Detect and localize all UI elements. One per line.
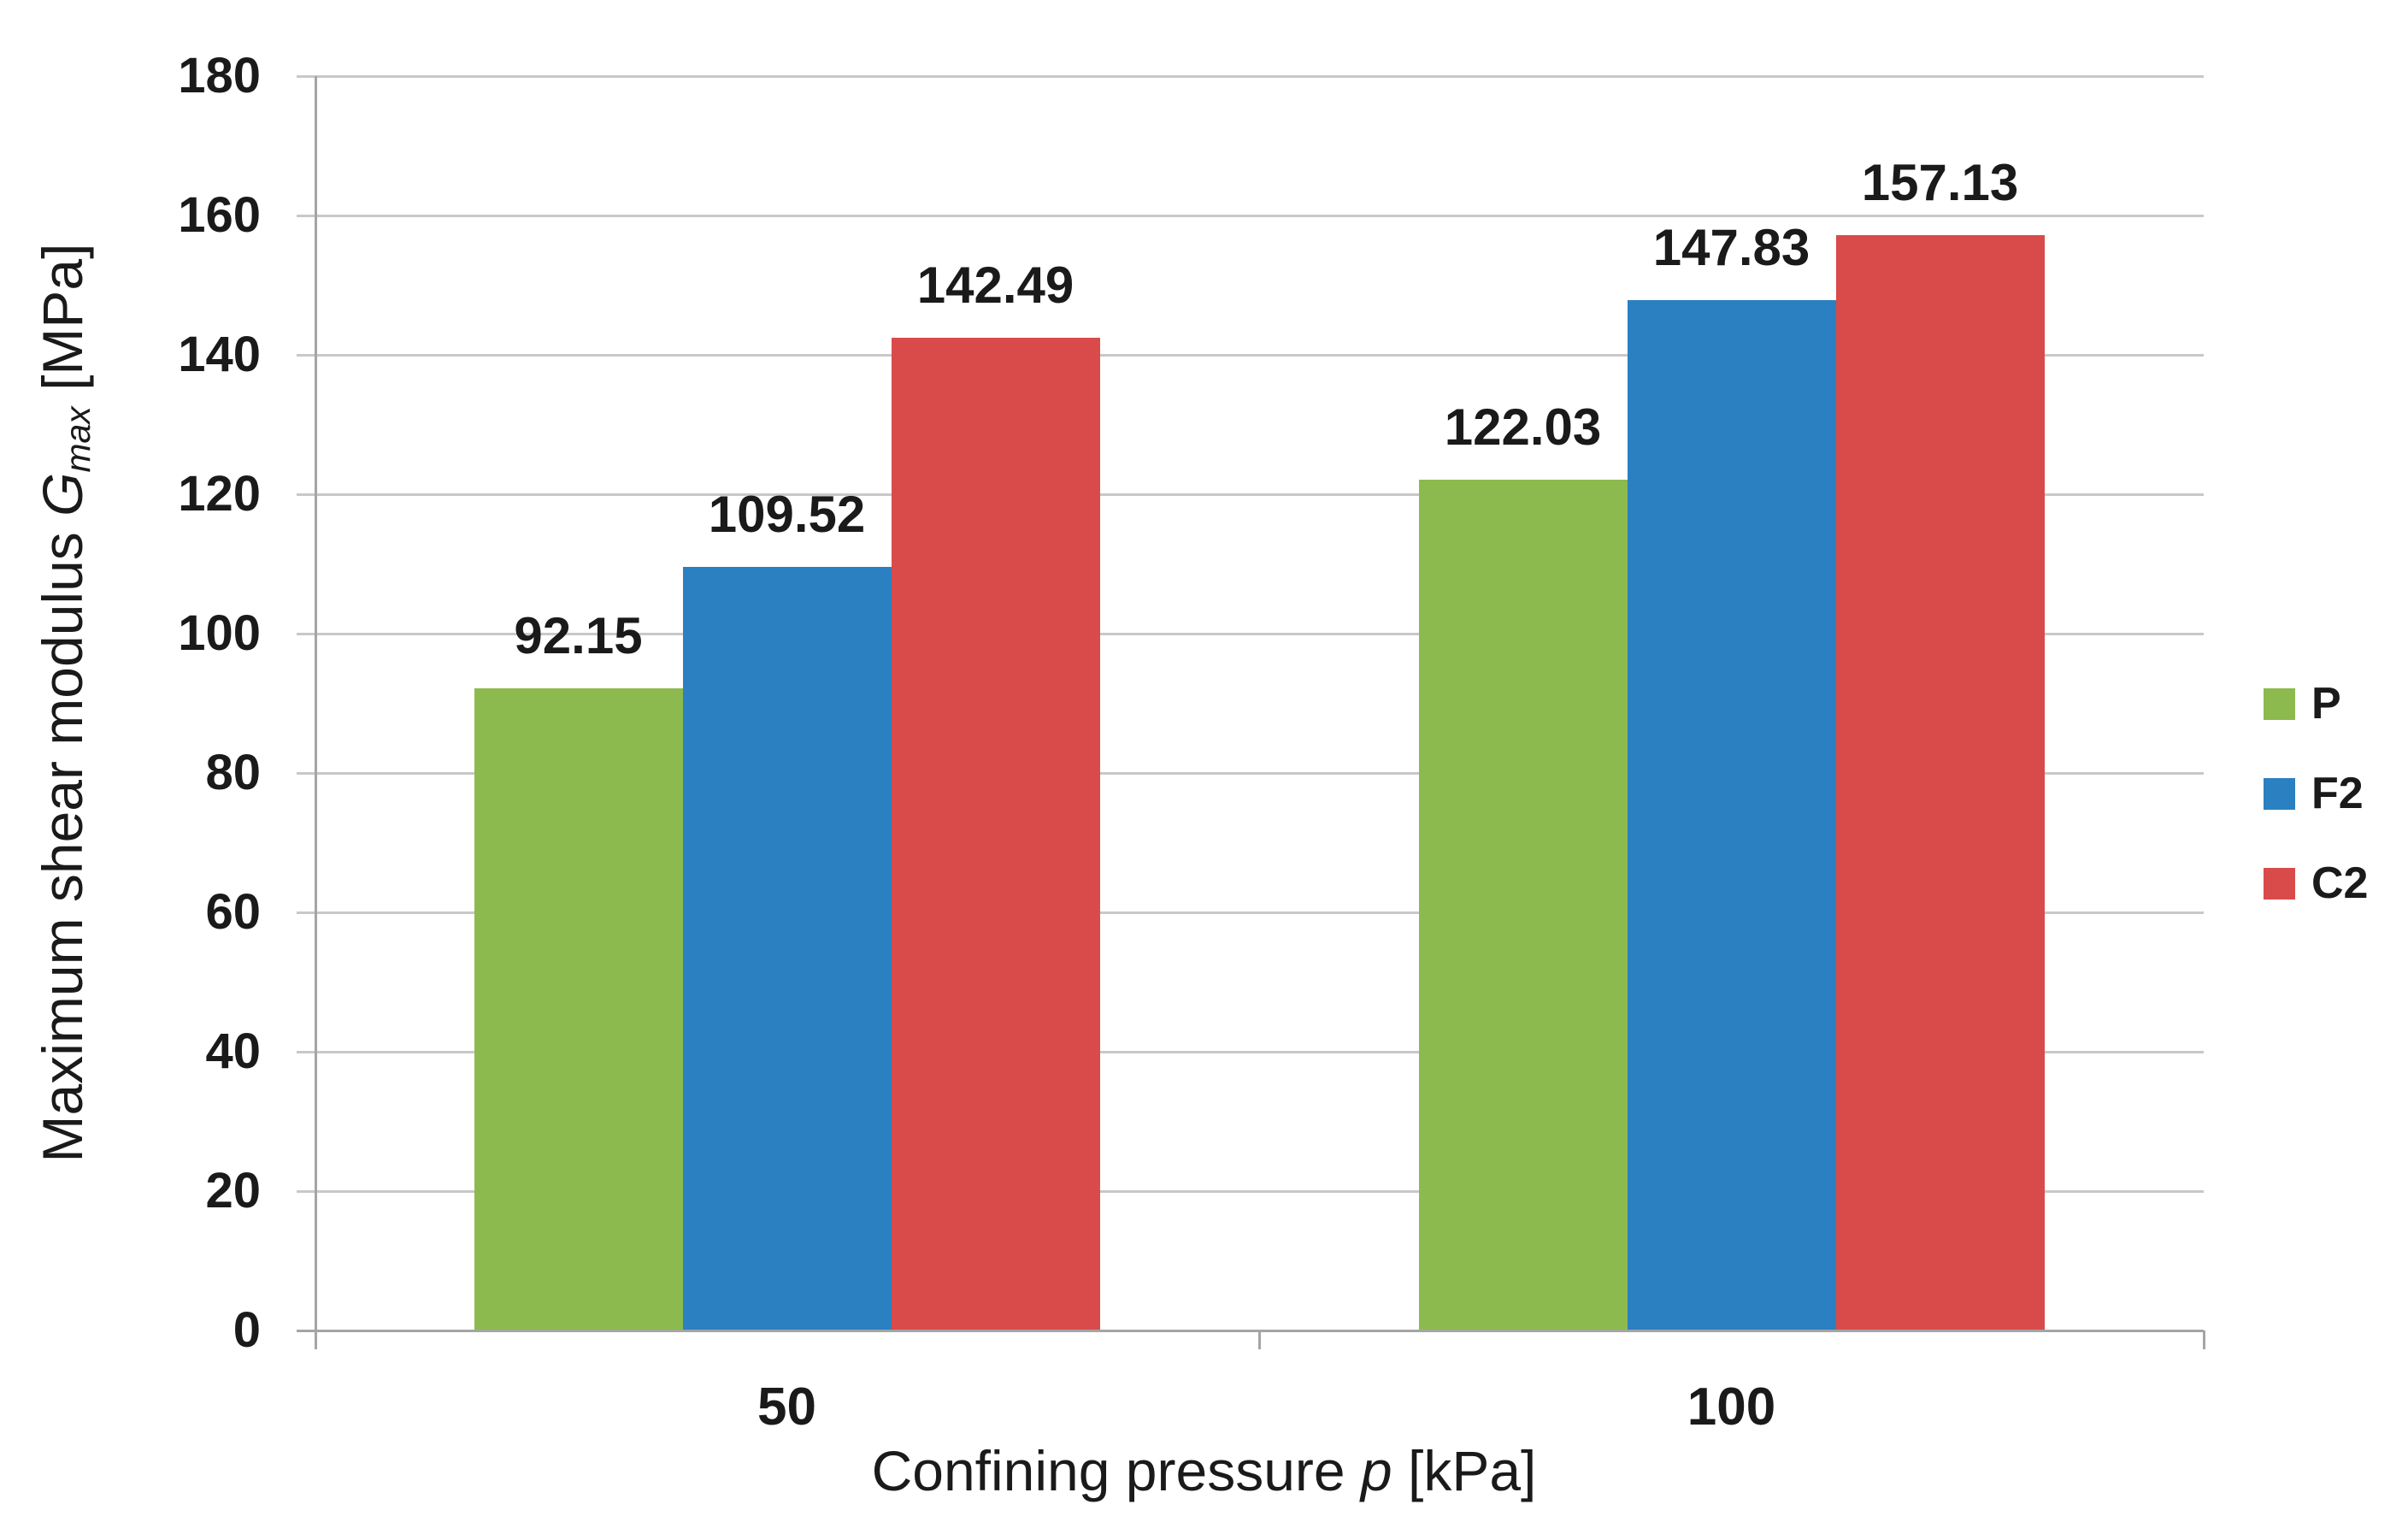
gridline-180 (297, 74, 2204, 78)
bar-label-F2-50: 109.52 (708, 486, 866, 544)
x-axis-title-text: Confining pressure (871, 1439, 1361, 1502)
bar-P-100 (1418, 480, 1628, 1330)
y-tick-label-80: 80 (205, 745, 261, 800)
x-tick-label-50: 50 (757, 1378, 816, 1437)
bar-C2-100 (1835, 235, 2045, 1330)
bar-label-C2-50: 142.49 (916, 256, 1074, 314)
x-axis-tick-0 (1257, 1330, 1261, 1349)
y-axis-units: [MPa] (31, 243, 94, 407)
y-tick-label-160: 160 (178, 187, 261, 243)
gridline-40 (297, 1050, 2204, 1053)
y-axis-subscript: max (58, 406, 97, 473)
y-axis-symbol: G (31, 472, 94, 516)
legend: P F2 C2 (2264, 0, 2408, 1528)
gridline-100 (297, 632, 2204, 635)
x-axis-title: Confining pressure p [kPa] (0, 1438, 2408, 1503)
legend-swatch-C2 (2264, 867, 2295, 900)
gridline-120 (297, 493, 2204, 496)
x-axis-line (297, 1329, 2204, 1332)
y-tick-label-100: 100 (178, 605, 261, 661)
gridline-160 (297, 214, 2204, 217)
gridline-60 (297, 911, 2204, 914)
gridline-140 (297, 353, 2204, 357)
x-axis-tick-1 (2202, 1330, 2205, 1349)
legend-label-C2: C2 (2311, 858, 2369, 908)
y-tick-label-140: 140 (178, 327, 261, 382)
bar-label-P-100: 122.03 (1444, 398, 1602, 457)
legend-label-F2: F2 (2311, 769, 2364, 818)
x-tick-label-100: 100 (1687, 1378, 1776, 1437)
y-tick-label-180: 180 (178, 48, 261, 103)
y-tick-label-40: 40 (205, 1024, 261, 1079)
legend-swatch-F2 (2264, 777, 2295, 810)
y-tick-label-20: 20 (205, 1163, 261, 1218)
y-axis-title: Maximum shear modulus Gmax [MPa] (30, 244, 98, 1163)
y-tick-label-0: 0 (233, 1302, 261, 1358)
y-axis-line (315, 76, 317, 1349)
bar-label-C2-100: 157.13 (1861, 154, 2019, 212)
x-axis-units: [kPa] (1392, 1439, 1537, 1502)
bar-label-P-50: 92.15 (514, 606, 643, 664)
bar-label-F2-100: 147.83 (1652, 219, 1810, 277)
gridline-20 (297, 1189, 2204, 1193)
y-tick-label-120: 120 (178, 466, 261, 522)
x-axis-symbol: p (1360, 1439, 1392, 1502)
bar-F2-100 (1627, 300, 1836, 1330)
gridline-80 (297, 771, 2204, 775)
legend-item-F2: F2 (2264, 770, 2364, 817)
bar-C2-50 (891, 337, 1100, 1330)
legend-swatch-P (2264, 687, 2295, 720)
bar-P-50 (474, 687, 683, 1330)
legend-item-P: P (2264, 680, 2341, 728)
legend-item-C2: C2 (2264, 859, 2368, 907)
bar-F2-50 (682, 567, 892, 1330)
legend-label-P: P (2311, 679, 2341, 729)
y-tick-label-60: 60 (205, 884, 261, 940)
y-axis-title-text: Maximum shear modulus (31, 516, 94, 1163)
